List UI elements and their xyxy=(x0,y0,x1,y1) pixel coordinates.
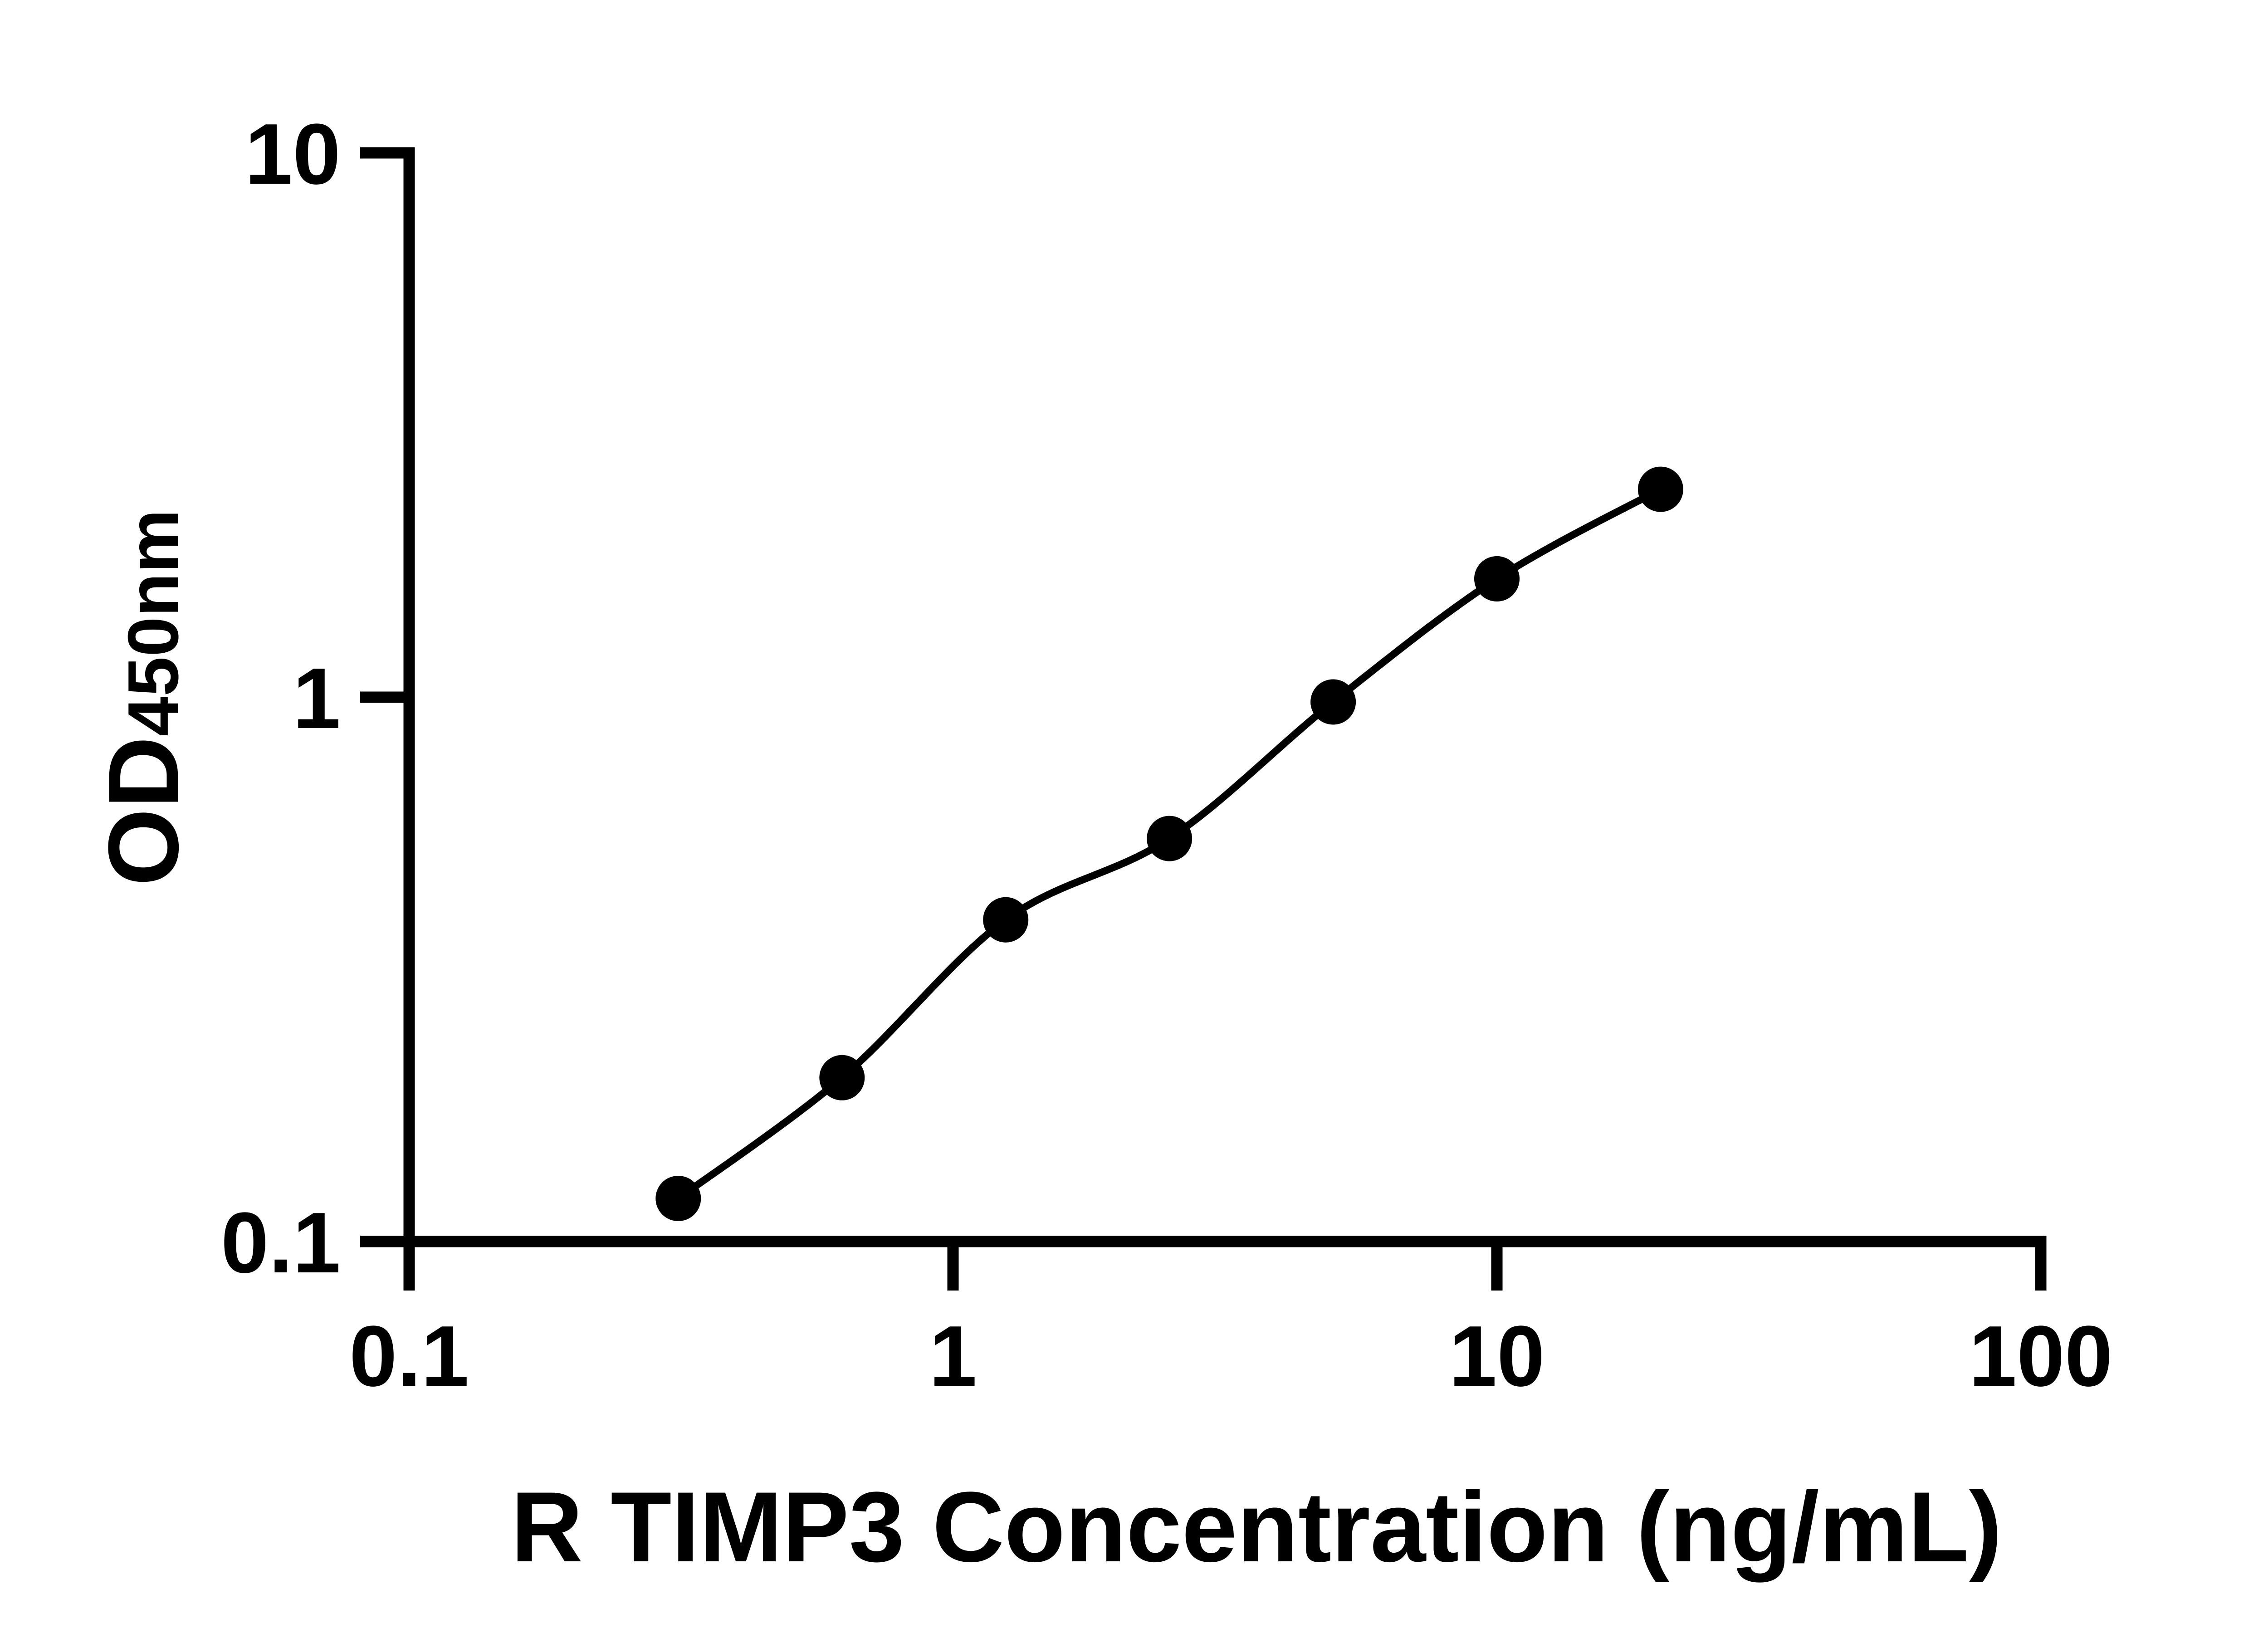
data-point xyxy=(1147,816,1193,861)
x-tick-label: 100 xyxy=(1969,1308,2112,1404)
y-axis-title-sub: 450nm xyxy=(113,509,193,737)
y-tick-label: 10 xyxy=(245,106,341,202)
y-axis-ticks xyxy=(360,147,409,1247)
x-tick-label: 10 xyxy=(1449,1308,1545,1404)
data-point xyxy=(983,897,1029,943)
y-axis-tick-labels: 10 1 0.1 xyxy=(221,106,341,1291)
axes-frame xyxy=(403,147,2047,1247)
x-axis-tick-labels: 0.1 1 10 100 xyxy=(349,1308,2113,1404)
data-points xyxy=(655,466,1683,1221)
x-axis-ticks xyxy=(403,1242,2047,1291)
y-tick-label: 0.1 xyxy=(221,1195,341,1291)
data-point xyxy=(1474,556,1520,601)
data-point xyxy=(1637,466,1683,512)
y-tick-label: 1 xyxy=(293,650,341,747)
x-tick-label: 0.1 xyxy=(349,1308,469,1404)
data-point xyxy=(655,1176,701,1221)
y-axis-title-main: OD xyxy=(88,736,199,886)
data-point xyxy=(1310,679,1356,725)
y-axis-title: OD450nm xyxy=(88,509,199,886)
x-axis-title: R TIMP3 Concentration (ng/mL) xyxy=(511,1471,2002,1583)
x-tick-label: 1 xyxy=(929,1308,977,1404)
data-point xyxy=(819,1055,865,1100)
